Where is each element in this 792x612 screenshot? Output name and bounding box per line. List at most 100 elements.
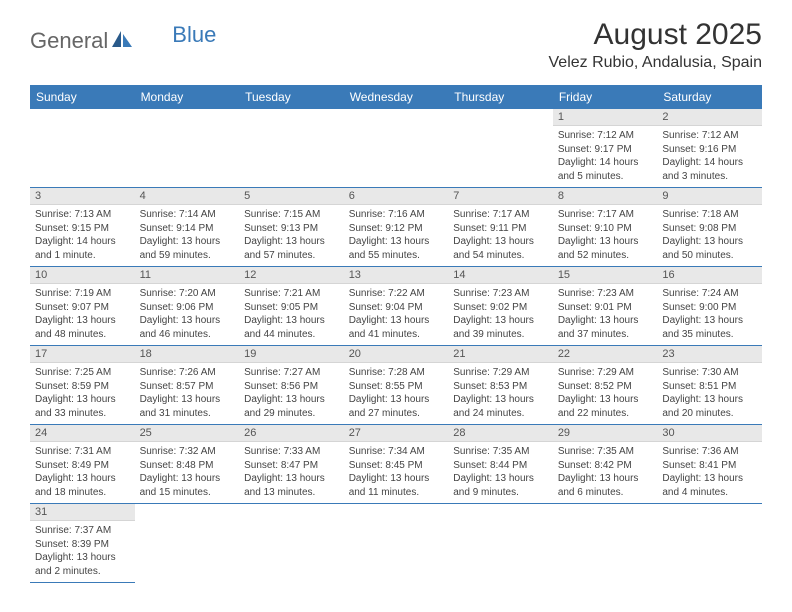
week-row: 24Sunrise: 7:31 AMSunset: 8:49 PMDayligh… xyxy=(30,425,762,504)
sunset: Sunset: 8:41 PM xyxy=(662,459,757,473)
daylight-line2: and 2 minutes. xyxy=(35,565,130,579)
daylight-line2: and 48 minutes. xyxy=(35,328,130,342)
sunrise: Sunrise: 7:15 AM xyxy=(244,208,339,222)
sunset: Sunset: 8:51 PM xyxy=(662,380,757,394)
col-sunday: Sunday xyxy=(30,85,135,109)
daylight-line1: Daylight: 13 hours xyxy=(244,235,339,249)
day-cell: 5Sunrise: 7:15 AMSunset: 9:13 PMDaylight… xyxy=(239,188,344,267)
logo-text-general: General xyxy=(30,28,108,54)
daylight-line1: Daylight: 13 hours xyxy=(244,393,339,407)
day-cell: 23Sunrise: 7:30 AMSunset: 8:51 PMDayligh… xyxy=(657,346,762,425)
sunrise: Sunrise: 7:33 AM xyxy=(244,445,339,459)
sunset: Sunset: 8:49 PM xyxy=(35,459,130,473)
day-cell: 13Sunrise: 7:22 AMSunset: 9:04 PMDayligh… xyxy=(344,267,449,346)
sunset: Sunset: 8:53 PM xyxy=(453,380,548,394)
sunset: Sunset: 8:59 PM xyxy=(35,380,130,394)
sunrise: Sunrise: 7:31 AM xyxy=(35,445,130,459)
daylight-line2: and 24 minutes. xyxy=(453,407,548,421)
sunrise: Sunrise: 7:12 AM xyxy=(662,129,757,143)
day-cell: 7Sunrise: 7:17 AMSunset: 9:11 PMDaylight… xyxy=(448,188,553,267)
day-cell xyxy=(239,504,344,583)
sunrise: Sunrise: 7:35 AM xyxy=(453,445,548,459)
daylight-line2: and 18 minutes. xyxy=(35,486,130,500)
day-number: 23 xyxy=(657,346,762,363)
sunrise: Sunrise: 7:21 AM xyxy=(244,287,339,301)
col-saturday: Saturday xyxy=(657,85,762,109)
daylight-line1: Daylight: 13 hours xyxy=(558,393,653,407)
day-data: Sunrise: 7:17 AMSunset: 9:10 PMDaylight:… xyxy=(553,205,658,266)
sunset: Sunset: 9:12 PM xyxy=(349,222,444,236)
daylight-line2: and 44 minutes. xyxy=(244,328,339,342)
day-data: Sunrise: 7:19 AMSunset: 9:07 PMDaylight:… xyxy=(30,284,135,345)
calendar-table: Sunday Monday Tuesday Wednesday Thursday… xyxy=(30,85,762,583)
day-cell xyxy=(30,109,135,188)
daylight-line2: and 41 minutes. xyxy=(349,328,444,342)
daylight-line1: Daylight: 13 hours xyxy=(244,314,339,328)
day-number: 12 xyxy=(239,267,344,284)
day-data: Sunrise: 7:15 AMSunset: 9:13 PMDaylight:… xyxy=(239,205,344,266)
daylight-line2: and 31 minutes. xyxy=(140,407,235,421)
sunrise: Sunrise: 7:37 AM xyxy=(35,524,130,538)
daylight-line1: Daylight: 14 hours xyxy=(558,156,653,170)
day-number: 29 xyxy=(553,425,658,442)
daylight-line2: and 27 minutes. xyxy=(349,407,444,421)
day-cell: 1Sunrise: 7:12 AMSunset: 9:17 PMDaylight… xyxy=(553,109,658,188)
daylight-line1: Daylight: 13 hours xyxy=(662,393,757,407)
day-data: Sunrise: 7:21 AMSunset: 9:05 PMDaylight:… xyxy=(239,284,344,345)
sunset: Sunset: 8:55 PM xyxy=(349,380,444,394)
day-number: 5 xyxy=(239,188,344,205)
daylight-line1: Daylight: 14 hours xyxy=(35,235,130,249)
daylight-line2: and 33 minutes. xyxy=(35,407,130,421)
day-cell xyxy=(448,109,553,188)
daylight-line2: and 22 minutes. xyxy=(558,407,653,421)
daylight-line1: Daylight: 13 hours xyxy=(662,472,757,486)
day-cell xyxy=(239,109,344,188)
header: General Blue August 2025 Velez Rubio, An… xyxy=(0,0,792,80)
daylight-line1: Daylight: 13 hours xyxy=(349,472,444,486)
daylight-line2: and 29 minutes. xyxy=(244,407,339,421)
day-cell: 22Sunrise: 7:29 AMSunset: 8:52 PMDayligh… xyxy=(553,346,658,425)
day-cell: 26Sunrise: 7:33 AMSunset: 8:47 PMDayligh… xyxy=(239,425,344,504)
col-friday: Friday xyxy=(553,85,658,109)
day-cell: 28Sunrise: 7:35 AMSunset: 8:44 PMDayligh… xyxy=(448,425,553,504)
day-number: 22 xyxy=(553,346,658,363)
daylight-line1: Daylight: 13 hours xyxy=(453,235,548,249)
sunrise: Sunrise: 7:27 AM xyxy=(244,366,339,380)
day-data: Sunrise: 7:26 AMSunset: 8:57 PMDaylight:… xyxy=(135,363,240,424)
daylight-line2: and 4 minutes. xyxy=(662,486,757,500)
sunrise: Sunrise: 7:19 AM xyxy=(35,287,130,301)
daylight-line1: Daylight: 13 hours xyxy=(349,314,444,328)
day-number: 3 xyxy=(30,188,135,205)
day-cell: 17Sunrise: 7:25 AMSunset: 8:59 PMDayligh… xyxy=(30,346,135,425)
daylight-line2: and 15 minutes. xyxy=(140,486,235,500)
sunset: Sunset: 8:56 PM xyxy=(244,380,339,394)
week-row: 3Sunrise: 7:13 AMSunset: 9:15 PMDaylight… xyxy=(30,188,762,267)
day-data: Sunrise: 7:37 AMSunset: 8:39 PMDaylight:… xyxy=(30,521,135,582)
sunrise: Sunrise: 7:22 AM xyxy=(349,287,444,301)
daylight-line1: Daylight: 13 hours xyxy=(35,551,130,565)
daylight-line1: Daylight: 13 hours xyxy=(453,314,548,328)
sunset: Sunset: 9:05 PM xyxy=(244,301,339,315)
week-row: 10Sunrise: 7:19 AMSunset: 9:07 PMDayligh… xyxy=(30,267,762,346)
sunset: Sunset: 8:44 PM xyxy=(453,459,548,473)
sunset: Sunset: 9:13 PM xyxy=(244,222,339,236)
day-cell xyxy=(448,504,553,583)
daylight-line2: and 50 minutes. xyxy=(662,249,757,263)
daylight-line2: and 39 minutes. xyxy=(453,328,548,342)
daylight-line1: Daylight: 13 hours xyxy=(349,393,444,407)
day-cell xyxy=(135,504,240,583)
day-number: 17 xyxy=(30,346,135,363)
daylight-line2: and 11 minutes. xyxy=(349,486,444,500)
day-number: 18 xyxy=(135,346,240,363)
day-data: Sunrise: 7:25 AMSunset: 8:59 PMDaylight:… xyxy=(30,363,135,424)
day-data: Sunrise: 7:18 AMSunset: 9:08 PMDaylight:… xyxy=(657,205,762,266)
col-thursday: Thursday xyxy=(448,85,553,109)
daylight-line1: Daylight: 13 hours xyxy=(244,472,339,486)
day-number: 6 xyxy=(344,188,449,205)
daylight-line2: and 57 minutes. xyxy=(244,249,339,263)
daylight-line1: Daylight: 13 hours xyxy=(453,393,548,407)
sunset: Sunset: 9:06 PM xyxy=(140,301,235,315)
logo: General Blue xyxy=(30,28,216,54)
day-number: 20 xyxy=(344,346,449,363)
sunset: Sunset: 8:42 PM xyxy=(558,459,653,473)
